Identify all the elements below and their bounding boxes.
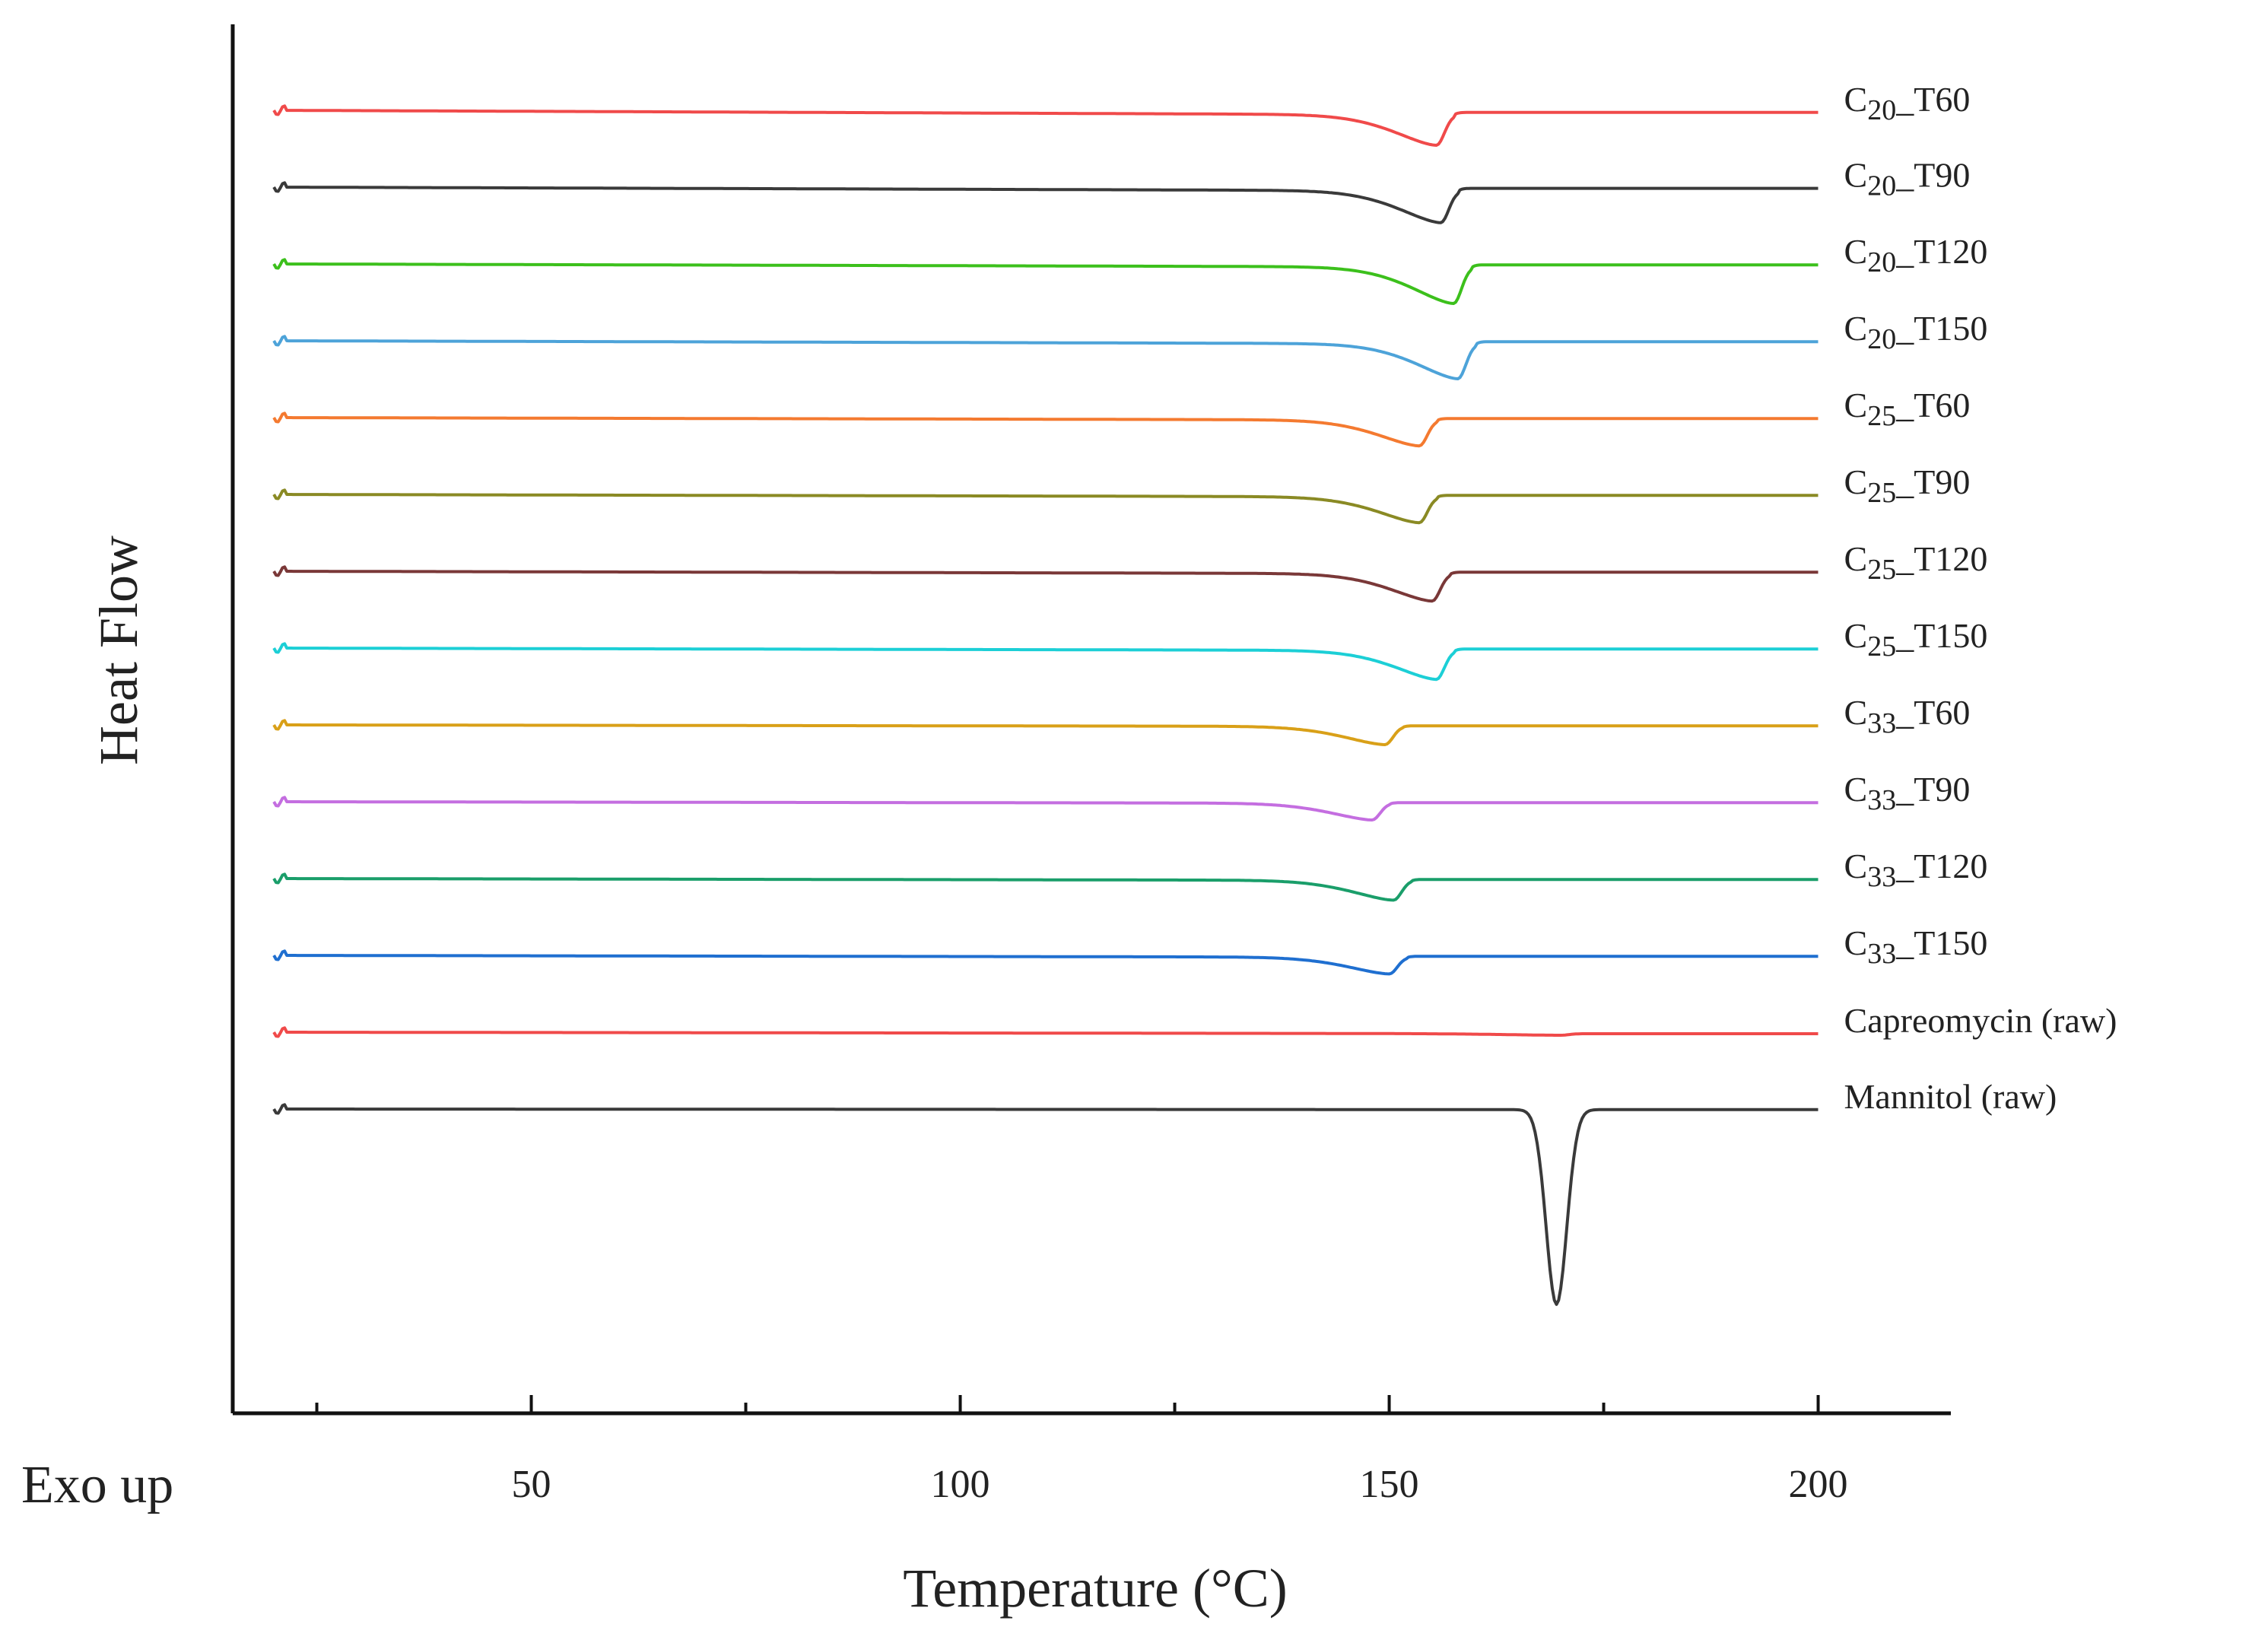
series-line-c20-t150 [272,335,1819,380]
x-tick-label: 50 [512,1463,551,1506]
series-label: Capreomycin (raw) [1844,1001,2117,1040]
y-axis-title: Heat Flow [88,535,149,765]
series-line-mannitol-raw- [272,1103,1819,1306]
x-tick-label: 100 [931,1463,990,1506]
series-line-c33-t60 [272,719,1819,746]
series-label: C25_T150 [1844,616,1988,663]
series-line-c33-t120 [272,872,1819,902]
exo-up-note: Exo up [21,1456,173,1514]
series-label: C25_T60 [1844,386,1971,432]
series-label: C20_T90 [1844,156,1971,202]
series-label: C20_T120 [1844,232,1988,278]
series-label: C33_T90 [1844,770,1971,816]
series-label: C25_T90 [1844,462,1971,509]
x-axis-title: Temperature (°C) [903,1558,1288,1619]
series-labels: C20_T60 C20_T90 C20_T120 C20_T150 C25_T60 C25… [1844,80,2117,1116]
series-line-c25-t60 [272,412,1819,448]
series-label: C20_T150 [1844,309,1988,355]
x-tick-labels: 50 100 150 200 [512,1463,1848,1506]
series-line-c33-t150 [272,949,1819,976]
series-label: C20_T60 [1844,80,1971,126]
series-label: C33_T150 [1844,923,1988,970]
series-label: Mannitol (raw) [1844,1077,2057,1116]
series-line-c20-t90 [272,181,1819,224]
series-line-c33-t90 [272,796,1819,822]
series-line-c25-t120 [272,565,1819,603]
series-line-c20-t60 [272,104,1819,147]
series-label: C33_T120 [1844,847,1988,893]
x-tick-label: 150 [1360,1463,1419,1506]
axes [230,24,1951,1416]
series-line-c25-t150 [272,642,1819,682]
series-label: C25_T120 [1844,539,1988,586]
x-ticks [315,1395,1820,1413]
series-line-c25-t90 [272,488,1819,525]
series-line-capreomycin-raw- [272,1026,1819,1038]
series-lines [272,104,1819,1306]
x-tick-label: 200 [1789,1463,1848,1506]
series-label: C33_T60 [1844,693,1971,739]
series-line-c20-t120 [272,258,1819,305]
